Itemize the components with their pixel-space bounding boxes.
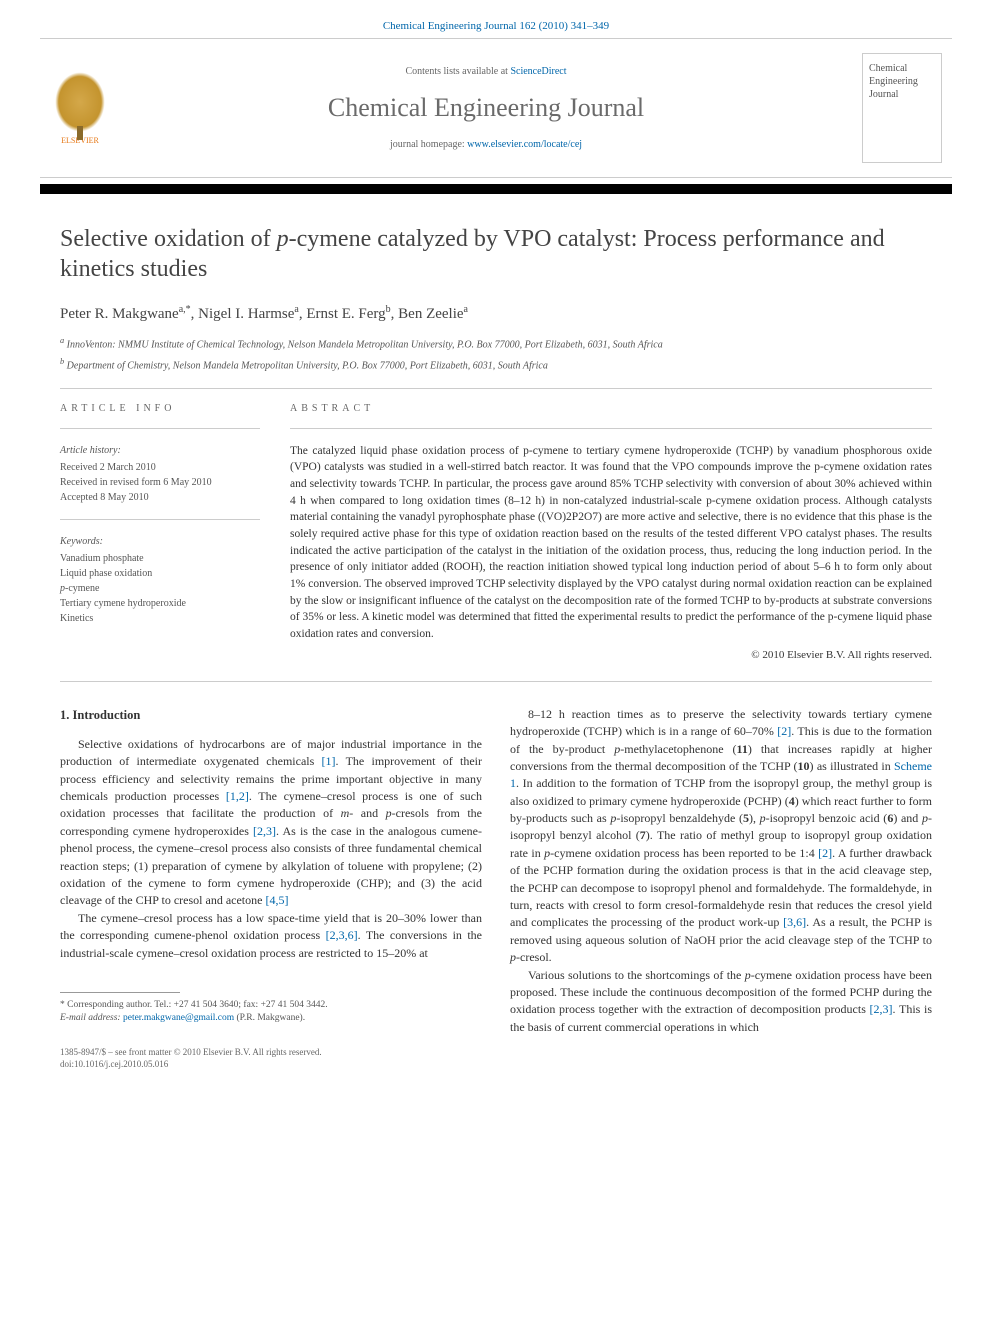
- ref-link[interactable]: [2,3]: [870, 1002, 893, 1016]
- rule-above-info: [60, 388, 932, 389]
- author-2: Nigel I. Harmsea: [198, 306, 299, 322]
- elsevier-tree-icon: [55, 72, 105, 132]
- keyword-item: Kinetics: [60, 611, 260, 626]
- author-name: Ben Zeelie: [398, 306, 463, 322]
- history-block: Article history: Received 2 March 2010 R…: [60, 443, 260, 505]
- homepage-prefix: journal homepage:: [390, 139, 467, 150]
- article-info-heading: article info: [60, 403, 260, 414]
- aff-text: InnoVenton: NMMU Institute of Chemical T…: [67, 339, 663, 350]
- section-title: Introduction: [73, 708, 141, 722]
- ref-link[interactable]: [2,3,6]: [326, 928, 358, 942]
- body-paragraph-1: Selective oxidations of hydrocarbons are…: [60, 736, 482, 910]
- history-line: Accepted 8 May 2010: [60, 490, 260, 505]
- abstract-copyright: © 2010 Elsevier B.V. All rights reserved…: [290, 649, 932, 661]
- scheme-link[interactable]: Scheme 1: [510, 759, 932, 790]
- rule-below-abstract: [60, 681, 932, 682]
- footnote-separator: [60, 992, 180, 993]
- contents-available-line: Contents lists available at ScienceDirec…: [405, 66, 566, 77]
- email-link[interactable]: peter.makgwane@gmail.com: [123, 1013, 234, 1023]
- body-paragraph-4: Various solutions to the shortcomings of…: [510, 967, 932, 1037]
- abstract-heading: abstract: [290, 403, 932, 414]
- body-paragraph-3: 8–12 h reaction times as to preserve the…: [510, 706, 932, 967]
- abs-rule: [290, 428, 932, 429]
- keywords-label: Keywords:: [60, 534, 260, 549]
- front-matter-line: 1385-8947/$ – see front matter © 2010 El…: [60, 1046, 482, 1059]
- author-name: Ernst E. Ferg: [306, 306, 385, 322]
- aff-text: Department of Chemistry, Nelson Mandela …: [67, 361, 548, 372]
- journal-title: Chemical Engineering Journal: [328, 93, 644, 123]
- affiliation-a: a InnoVenton: NMMU Institute of Chemical…: [60, 335, 932, 352]
- doi-line: doi:10.1016/j.cej.2010.05.016: [60, 1058, 482, 1071]
- keyword-item: Liquid phase oxidation: [60, 566, 260, 581]
- author-list: Peter R. Makgwanea,*, Nigel I. Harmsea, …: [60, 304, 932, 323]
- keywords-block: Keywords: Vanadium phosphate Liquid phas…: [60, 534, 260, 626]
- homepage-line: journal homepage: www.elsevier.com/locat…: [390, 139, 582, 150]
- elsevier-logo: ELSEVIER: [40, 39, 120, 177]
- author-3: Ernst E. Fergb: [306, 306, 390, 322]
- author-sup: b: [386, 304, 391, 315]
- black-divider-bar: [40, 184, 952, 194]
- ref-link[interactable]: [3,6]: [783, 915, 806, 929]
- page-root: Chemical Engineering Journal 162 (2010) …: [0, 0, 992, 1111]
- article-info-col: article info Article history: Received 2…: [60, 403, 260, 661]
- ref-link[interactable]: [1,2]: [226, 789, 249, 803]
- body-paragraph-2: The cymene–cresol process has a low spac…: [60, 910, 482, 962]
- author-sup: a: [294, 304, 298, 315]
- cover-box: Chemical Engineering Journal: [862, 53, 942, 163]
- keyword-item: Vanadium phosphate: [60, 551, 260, 566]
- body-two-column: 1. Introduction Selective oxidations of …: [60, 706, 932, 1071]
- affiliation-b: b Department of Chemistry, Nelson Mandel…: [60, 356, 932, 373]
- ref-link[interactable]: [2,3]: [253, 824, 276, 838]
- author-sup: a: [464, 304, 468, 315]
- homepage-link[interactable]: www.elsevier.com/locate/cej: [467, 139, 582, 150]
- corr-tel-fax: * Corresponding author. Tel.: +27 41 504…: [60, 999, 482, 1012]
- email-suffix: (P.R. Makgwane).: [236, 1013, 305, 1023]
- aff-label: b: [60, 357, 64, 366]
- author-sup: a,*: [179, 304, 191, 315]
- history-line: Received in revised form 6 May 2010: [60, 475, 260, 490]
- ref-link[interactable]: [4,5]: [265, 893, 288, 907]
- sciencedirect-link[interactable]: ScienceDirect: [510, 66, 566, 77]
- contents-prefix: Contents lists available at: [405, 66, 510, 77]
- bottom-meta: 1385-8947/$ – see front matter © 2010 El…: [60, 1046, 482, 1071]
- ref-link[interactable]: [2]: [777, 724, 791, 738]
- history-line: Received 2 March 2010: [60, 460, 260, 475]
- journal-cover-thumb: Chemical Engineering Journal: [852, 39, 952, 177]
- corresponding-author-footnote: * Corresponding author. Tel.: +27 41 504…: [60, 999, 482, 1026]
- corr-email-line: E-mail address: peter.makgwane@gmail.com…: [60, 1012, 482, 1025]
- affiliation-block: a InnoVenton: NMMU Institute of Chemical…: [60, 335, 932, 374]
- ref-link[interactable]: [1]: [322, 754, 336, 768]
- citation-text: Chemical Engineering Journal 162 (2010) …: [383, 20, 609, 32]
- abstract-col: abstract The catalyzed liquid phase oxid…: [290, 403, 932, 661]
- ai-rule-2: [60, 519, 260, 520]
- ref-link[interactable]: [2]: [818, 846, 832, 860]
- title-part-1: Selective oxidation of: [60, 226, 277, 252]
- author-1: Peter R. Makgwanea,*: [60, 306, 191, 322]
- keyword-item: Tertiary cymene hydroperoxide: [60, 596, 260, 611]
- aff-label: a: [60, 336, 64, 345]
- footnote-container: * Corresponding author. Tel.: +27 41 504…: [60, 992, 482, 1071]
- section-num: 1.: [60, 708, 69, 722]
- ai-rule: [60, 428, 260, 429]
- history-label: Article history:: [60, 443, 260, 458]
- title-italic: p: [277, 226, 289, 252]
- keyword-item: pp-cymene-cymene: [60, 581, 260, 596]
- author-4: Ben Zeeliea: [398, 306, 468, 322]
- paper-title: Selective oxidation of p-cymene catalyze…: [60, 224, 932, 284]
- author-name: Nigel I. Harmse: [198, 306, 294, 322]
- running-header: Chemical Engineering Journal 162 (2010) …: [0, 0, 992, 38]
- abstract-text: The catalyzed liquid phase oxidation pro…: [290, 443, 932, 643]
- section-1-heading: 1. Introduction: [60, 706, 482, 724]
- author-name: Peter R. Makgwane: [60, 306, 179, 322]
- content-area: Selective oxidation of p-cymene catalyze…: [0, 224, 992, 1111]
- email-label: E-mail address:: [60, 1013, 123, 1023]
- journal-masthead: ELSEVIER Contents lists available at Sci…: [40, 38, 952, 178]
- info-abstract-row: article info Article history: Received 2…: [60, 403, 932, 661]
- masthead-center: Contents lists available at ScienceDirec…: [120, 39, 852, 177]
